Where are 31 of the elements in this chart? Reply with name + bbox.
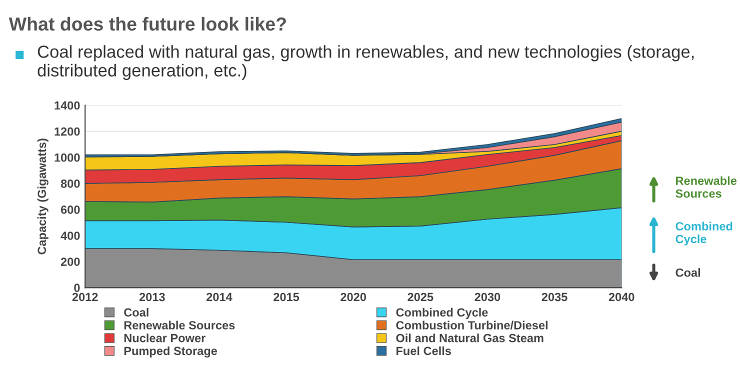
y-tick-label: 800 — [60, 179, 80, 188]
y-tick-label: 200 — [60, 258, 80, 266]
legend-label: Oil and Natural Gas Steam — [396, 334, 544, 342]
x-tick-label: 2035 — [542, 292, 568, 302]
y-axis-title: Capacity (Gigawatts) — [37, 138, 48, 254]
y-tick-label: 1200 — [54, 127, 80, 136]
x-tick-label: 2040 — [608, 292, 634, 302]
x-tick-label: 2012 — [72, 292, 98, 302]
chart-title: What does the future look like? — [8, 16, 286, 31]
y-tick-label: 400 — [60, 232, 80, 240]
y-tick-label: 1400 — [54, 101, 80, 110]
legend-label: Fuel Cells — [396, 346, 451, 356]
legend-label: Coal — [124, 308, 148, 317]
x-tick-label: 2020 — [340, 292, 366, 302]
x-tick-label: 2014 — [206, 292, 232, 302]
text: Combined Cycle — [676, 222, 732, 246]
text: Coal — [676, 268, 700, 277]
x-tick-label: 2015 — [274, 292, 300, 302]
legend-label: Renewable Sources — [124, 320, 235, 330]
text: Renewable Sources — [676, 176, 737, 198]
legend-label: Combined Cycle — [396, 308, 488, 319]
legend-label: Nuclear Power — [124, 334, 206, 342]
y-tick-label: 0 — [74, 284, 80, 292]
x-tick-label: 2030 — [474, 292, 500, 302]
y-tick-label: 600 — [60, 206, 80, 214]
legend-label: Combustion Turbine/Diesel — [396, 320, 548, 330]
x-tick-label: 2025 — [408, 292, 434, 302]
x-tick-label: 2013 — [139, 292, 165, 302]
chart-subtitle: Coal replaced with natural gas, growth in renewables, and new technologies (storage, distributed generation, etc.) — [38, 45, 694, 80]
y-tick-label: 1000 — [54, 153, 80, 162]
legend-label: Pumped Storage — [124, 346, 218, 358]
